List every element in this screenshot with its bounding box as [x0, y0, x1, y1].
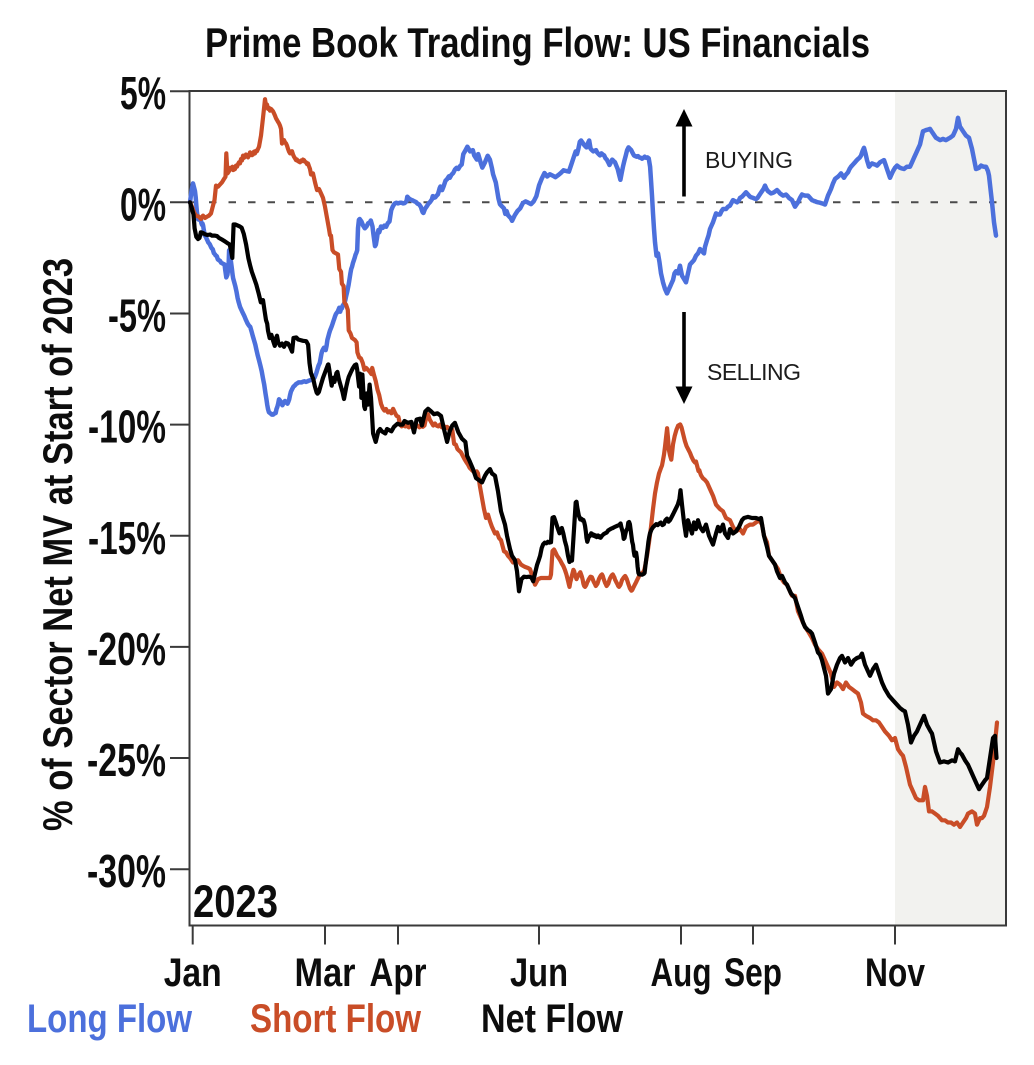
svg-text:2023: 2023 [193, 876, 278, 927]
svg-text:-25%: -25% [87, 734, 166, 786]
svg-text:Sep: Sep [724, 951, 782, 995]
svg-text:Apr: Apr [370, 951, 427, 995]
svg-text:Jan: Jan [164, 951, 222, 995]
svg-text:Short Flow: Short Flow [250, 997, 422, 1041]
svg-text:SELLING: SELLING [707, 359, 801, 385]
svg-text:-5%: -5% [108, 290, 166, 342]
svg-text:Mar: Mar [295, 951, 356, 995]
svg-text:-15%: -15% [88, 512, 166, 564]
svg-text:Prime Book Trading Flow: US Fi: Prime Book Trading Flow: US Financials [205, 19, 870, 66]
svg-text:Aug: Aug [651, 951, 712, 995]
svg-text:0%: 0% [120, 178, 166, 230]
svg-text:-10%: -10% [88, 401, 166, 453]
svg-text:Long Flow: Long Flow [27, 997, 193, 1041]
svg-text:% of Sector Net MV at Start of: % of Sector Net MV at Start of 2023 [34, 258, 81, 831]
svg-text:-20%: -20% [87, 623, 166, 675]
svg-text:Nov: Nov [865, 951, 926, 995]
svg-text:Jun: Jun [510, 951, 568, 995]
svg-text:Net Flow: Net Flow [481, 997, 624, 1041]
svg-text:5%: 5% [120, 67, 166, 119]
svg-text:-30%: -30% [87, 845, 166, 897]
svg-text:BUYING: BUYING [705, 147, 793, 173]
